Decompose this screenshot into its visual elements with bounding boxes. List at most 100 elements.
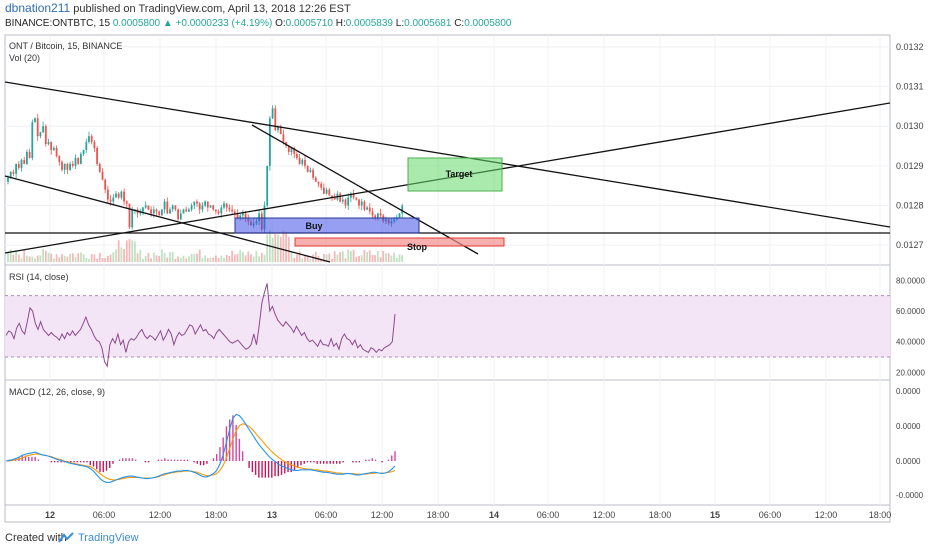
candle-body [290,148,293,152]
candle-body [17,163,20,168]
created-with-label: Created with [5,532,67,544]
volume-bar [387,253,390,262]
volume-bar [174,258,177,262]
candle-body [217,211,220,214]
volume-bar [350,251,352,262]
candle-body [31,122,34,158]
volume-bar [252,256,255,262]
target-label: Target [446,169,473,179]
candle-body [66,163,69,170]
candle-body [320,183,323,188]
macd-tick-label: -0.0000 [896,491,924,500]
volume-bar [123,248,125,262]
volume-bar [155,255,158,262]
candle-body [125,201,128,204]
macd-tick-label: 0.0000 [896,457,921,466]
candle-body [350,193,352,198]
candle-body [401,205,404,214]
volume-bar [312,254,314,262]
volume-bar [228,255,231,262]
volume-bar [188,256,190,262]
chart-frame [4,34,891,523]
candle-body [258,213,260,222]
candle-body [23,159,26,164]
volume-bar [55,254,58,262]
volume-bar [88,258,90,262]
volume-bar [204,255,206,262]
high-value: 0.0005839 [345,18,393,29]
volume-bar [50,253,53,262]
rsi-line [5,283,396,368]
candle-body [215,209,217,212]
volume-bar [36,255,39,262]
candle-body [34,118,36,123]
candle-body [293,148,296,154]
trend-line [4,81,891,228]
volume-bar [390,255,393,262]
macd-signal-line [6,423,396,481]
volume-bar [136,253,139,262]
low-label: L: [395,18,405,29]
volume-bar [215,255,217,262]
open-label: O: [275,18,286,29]
volume-bar [125,240,128,262]
candle-body [80,153,82,164]
volume-bar [304,255,306,262]
candle-body [306,165,309,172]
volume-bar [242,252,244,262]
candle-body [44,126,47,145]
candle-body [398,213,401,218]
author-link[interactable]: dbnation211 [5,1,71,15]
volume-bar [325,254,328,262]
volume-bar [398,254,401,262]
volume-bar [393,252,395,262]
time-tick-label: 06:00 [759,510,782,520]
candle-body [277,126,279,131]
candle-body [279,126,282,135]
volume-bar [142,258,144,262]
candle-body [323,187,325,194]
tradingview-brand[interactable]: TradingView [78,532,139,544]
candle-body [379,213,382,216]
chart-area[interactable]: Target Buy Stop 12 06:00 12:00 18:00 13 06:00 12… [0,0,932,526]
price-tick-label: 0.0132 [896,42,924,52]
volume-bar [217,257,220,262]
volume-bar [250,254,252,262]
volume-bar [247,251,250,262]
candle-body [244,213,247,218]
volume-bar [85,258,88,262]
candle-body [28,151,31,158]
volume-bar [117,240,120,262]
candle-body [339,193,341,202]
candle-body [112,197,115,202]
volume-bar [360,255,363,262]
volume-bar [231,250,233,262]
candle-body [233,211,236,214]
candle-body [242,213,244,216]
volume-bar [109,254,112,262]
candle-body [166,201,169,214]
volume-bar [161,249,163,262]
volume-bar [101,258,104,262]
candle-body [220,207,223,214]
candle-body [198,203,201,210]
candle-body [90,136,93,143]
volume-bar [374,255,377,262]
volume-bar [82,254,85,262]
trend-line [4,175,331,263]
candle-body [223,203,225,208]
candle-body [274,108,277,131]
rsi-tick-label: 80.0000 [896,276,925,285]
candle-body [171,205,174,210]
candle-body [377,213,379,218]
candle-body [201,205,204,210]
target-box [407,157,503,192]
candle-body [115,193,117,198]
candle-body [144,205,147,208]
low-value: 0.0005681 [404,18,452,29]
volume-bar [20,258,23,262]
candle-body [271,108,274,119]
price-tick-label: 0.0131 [896,82,924,92]
volume-bar [120,247,123,262]
volume-bar [323,254,325,262]
